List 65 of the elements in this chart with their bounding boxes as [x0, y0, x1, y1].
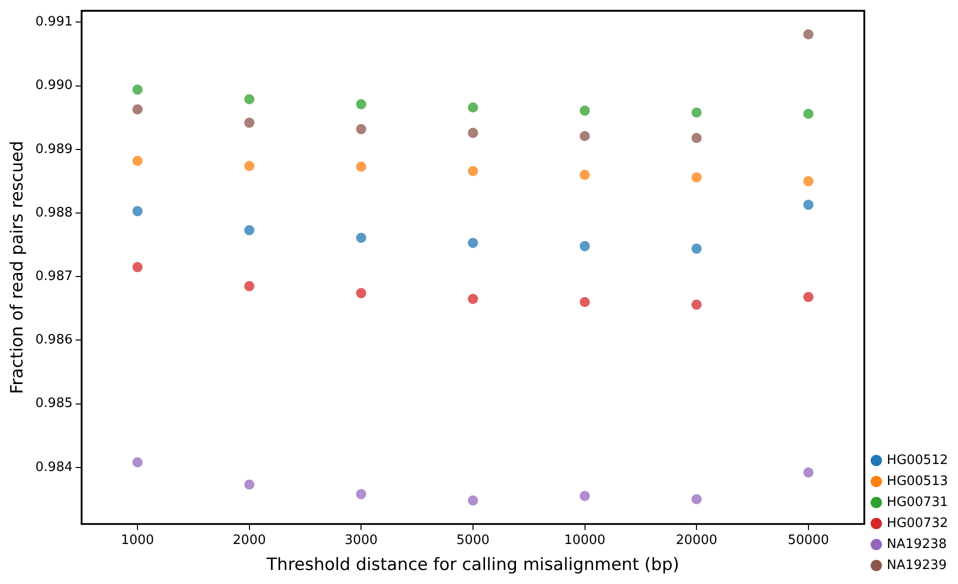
point [578, 490, 591, 502]
point [802, 108, 814, 120]
point [578, 130, 591, 142]
point [355, 287, 368, 300]
point [355, 98, 368, 110]
x-tick-label: 2000 [232, 533, 266, 548]
point [243, 93, 256, 106]
legend-label: HG00513 [886, 474, 948, 489]
y-tick-label: 0.985 [35, 396, 73, 412]
point [243, 116, 256, 129]
point [578, 296, 591, 308]
point [690, 298, 702, 310]
point [243, 224, 256, 236]
legend-label: NA19239 [886, 558, 947, 573]
y-axis-title: Fraction of read pairs rescued [8, 140, 28, 394]
x-tick-label: 3000 [344, 533, 378, 548]
legend-label: NA19238 [886, 536, 947, 552]
y-tick-label: 0.990 [35, 78, 73, 94]
point [578, 104, 591, 117]
x-tick-label: 20000 [676, 533, 718, 548]
point [802, 291, 814, 303]
x-tick-label: 1000 [120, 533, 154, 548]
point [132, 456, 144, 468]
point [132, 84, 144, 96]
point [355, 488, 368, 500]
point [243, 160, 256, 172]
y-tick-label: 0.984 [35, 460, 73, 475]
x-tick-label: 50000 [788, 533, 830, 548]
x-tick-label: 10000 [564, 533, 606, 548]
point [467, 102, 479, 114]
point [355, 123, 368, 135]
y-tick-label: 0.987 [35, 268, 73, 284]
point [355, 232, 368, 244]
point [243, 280, 256, 292]
point [802, 198, 814, 211]
legend-label: HG00732 [886, 516, 948, 531]
point [578, 240, 591, 252]
point [132, 154, 144, 167]
y-tick-label: 0.989 [35, 142, 73, 157]
point [467, 165, 479, 177]
point [132, 205, 144, 218]
point [690, 106, 702, 118]
point [578, 168, 591, 181]
x-tick-label: 5000 [456, 533, 490, 548]
y-tick-label: 0.986 [35, 332, 73, 348]
y-tick-label: 0.988 [35, 205, 73, 220]
point [132, 103, 144, 116]
point [690, 493, 702, 506]
point [802, 28, 814, 40]
point [243, 478, 256, 490]
point [690, 172, 702, 184]
point [467, 292, 479, 305]
x-axis-title: Threshold distance for calling misalignment (bp) [266, 555, 680, 576]
point [690, 242, 702, 255]
y-tick-label: 0.991 [35, 14, 73, 30]
point [132, 261, 144, 273]
point [802, 466, 814, 478]
point [467, 494, 479, 506]
point [802, 175, 814, 188]
point [467, 237, 479, 249]
point [690, 132, 702, 144]
legend-label: HG00512 [886, 452, 948, 468]
legend-label: HG00731 [886, 494, 948, 510]
point [355, 160, 368, 173]
point [467, 127, 479, 139]
